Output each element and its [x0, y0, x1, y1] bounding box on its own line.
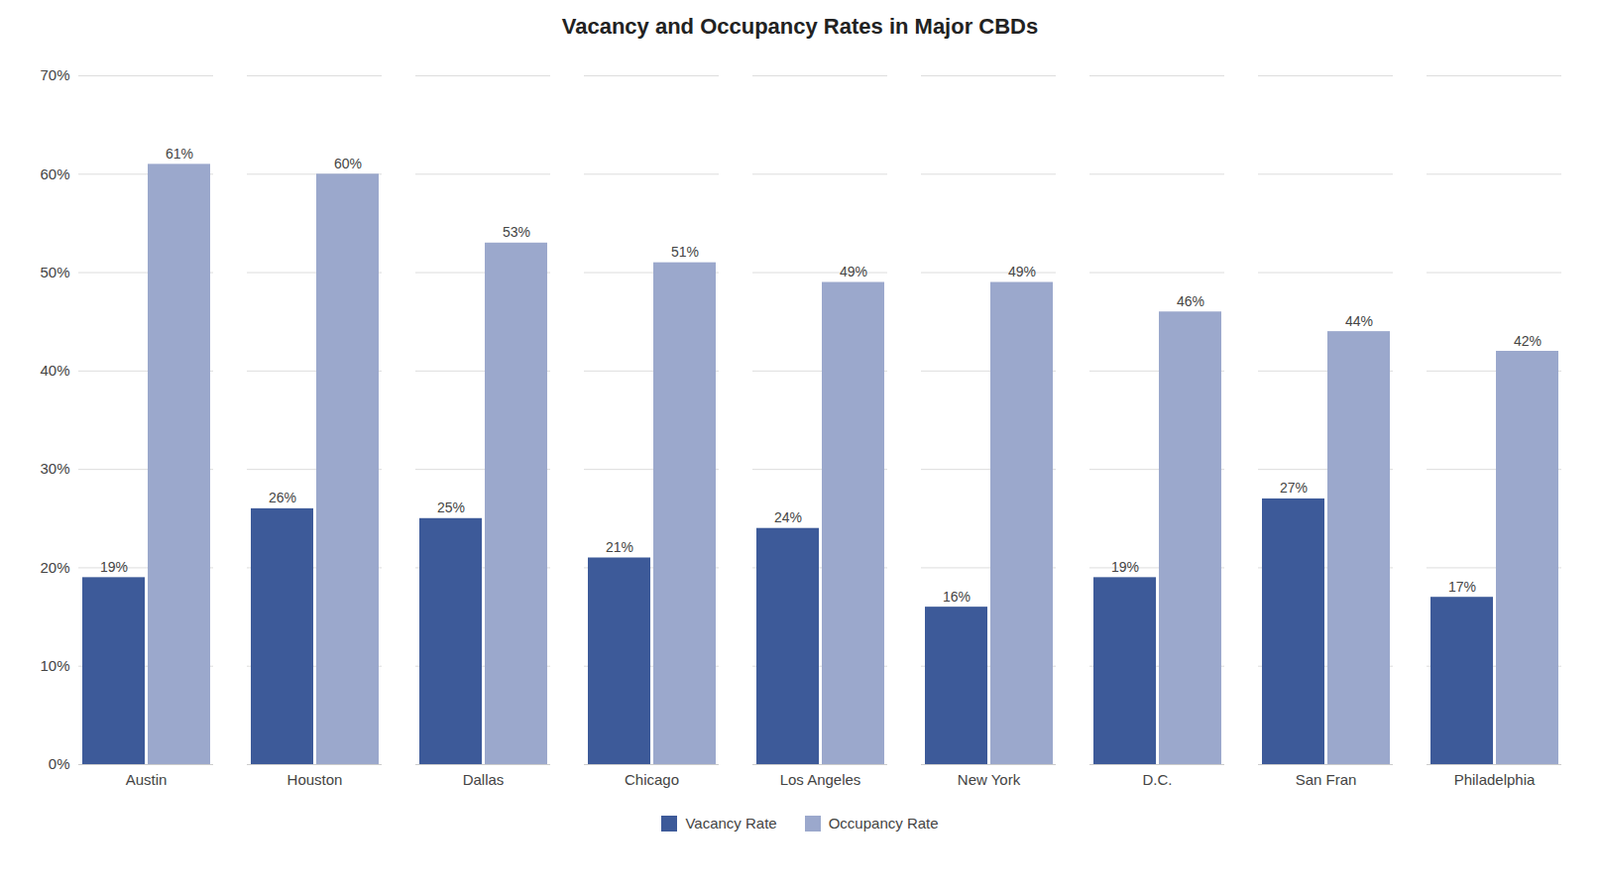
svg-text:17%: 17%: [1448, 578, 1477, 595]
svg-text:44%: 44%: [1345, 313, 1373, 330]
svg-text:Los Angeles: Los Angeles: [780, 771, 862, 789]
svg-text:19%: 19%: [1111, 559, 1140, 575]
svg-text:24%: 24%: [774, 509, 802, 526]
html-text:Vacancy and Occupancy Rates in: Vacancy and Occupancy Rates in Major CBD…: [561, 13, 1039, 39]
svg-text:Chicago: Chicago: [624, 771, 680, 789]
svg-text:27%: 27%: [1279, 479, 1308, 496]
svg-text:30%: 30%: [39, 459, 70, 477]
html-text:Vacancy Rate: Vacancy Rate: [685, 814, 777, 832]
svg-text:50%: 50%: [39, 263, 70, 281]
svg-text:49%: 49%: [1008, 263, 1036, 280]
svg-text:42%: 42%: [1513, 333, 1542, 349]
svg-text:49%: 49%: [839, 263, 868, 280]
svg-text:San Fran: San Fran: [1295, 771, 1358, 789]
svg-text:51%: 51%: [671, 243, 699, 260]
svg-text:0%: 0%: [48, 755, 71, 773]
svg-text:Dallas: Dallas: [462, 771, 505, 789]
svg-text:D.C.: D.C.: [1142, 771, 1173, 789]
svg-text:16%: 16%: [942, 588, 971, 605]
svg-text:25%: 25%: [437, 499, 465, 516]
svg-text:53%: 53%: [502, 224, 531, 240]
svg-text:70%: 70%: [39, 66, 70, 84]
svg-text:61%: 61%: [165, 145, 194, 162]
svg-text:21%: 21%: [605, 539, 634, 556]
svg-text:New York: New York: [957, 771, 1022, 789]
svg-text:20%: 20%: [39, 559, 70, 576]
svg-text:Philadelphia: Philadelphia: [1454, 771, 1536, 789]
svg-text:46%: 46%: [1176, 293, 1205, 310]
html-text:Occupancy Rate: Occupancy Rate: [828, 814, 939, 832]
svg-text:19%: 19%: [100, 559, 128, 575]
svg-text:60%: 60%: [334, 155, 362, 172]
svg-text:60%: 60%: [39, 165, 70, 183]
svg-text:Houston: Houston: [287, 771, 343, 789]
svg-text:Austin: Austin: [125, 771, 168, 789]
svg-text:10%: 10%: [39, 657, 70, 675]
svg-text:40%: 40%: [39, 361, 70, 379]
svg-text:26%: 26%: [268, 489, 297, 506]
